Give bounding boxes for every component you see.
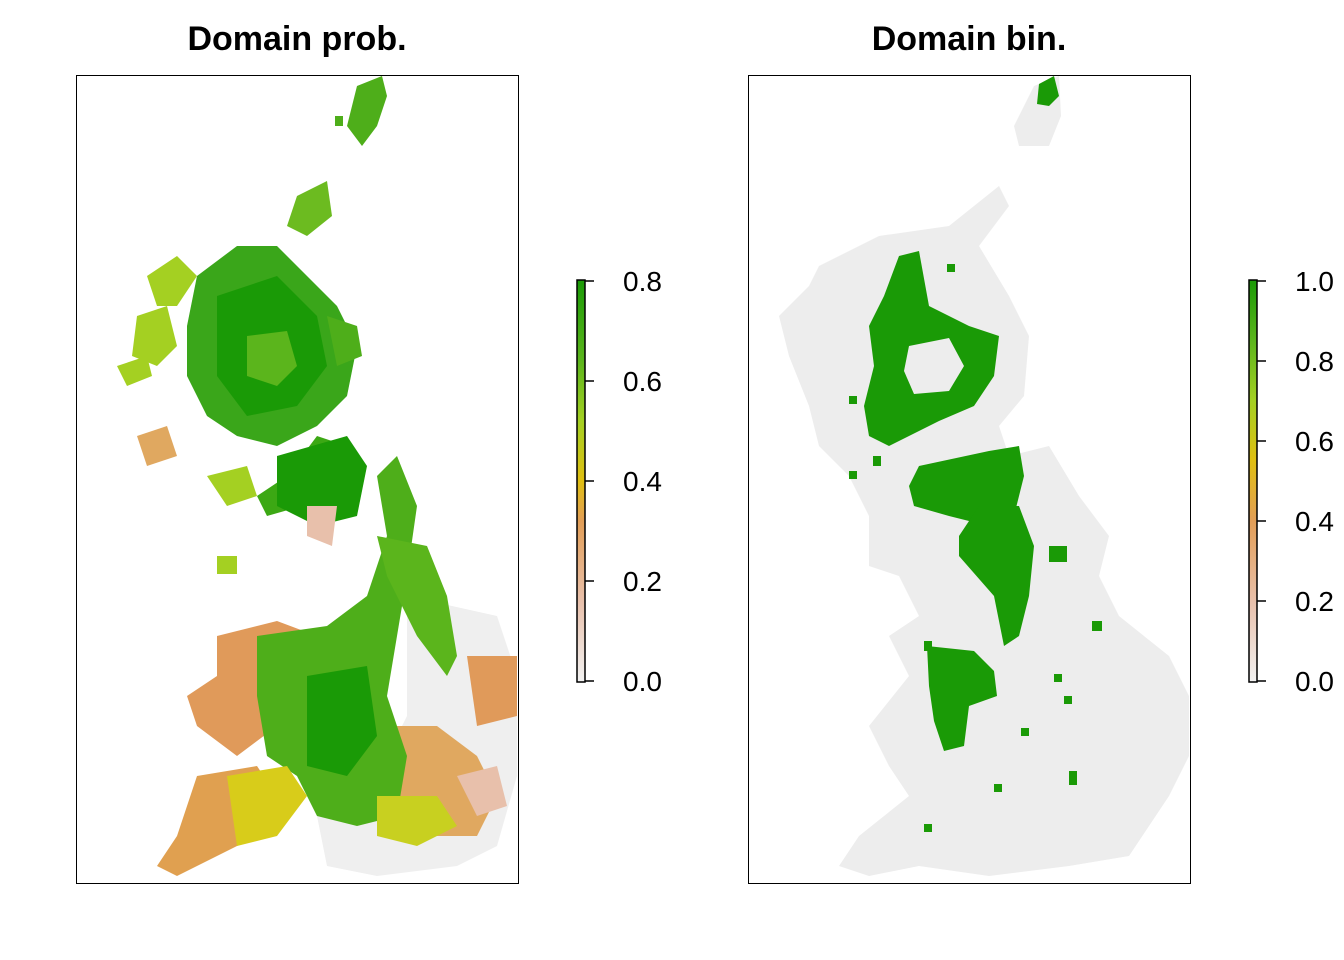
map-plot-area [76,75,519,884]
legend-tick-label: 0.6 [1295,426,1334,457]
legend-tick-label: 0.4 [1295,506,1334,537]
map-plot-area [748,75,1191,884]
legend-tick-label: 0.8 [1295,346,1334,377]
legend-tick-label: 0.2 [1295,586,1334,617]
colorbar-gradient [1248,279,1266,683]
probability-map [117,76,517,876]
colorbar-gradient [576,279,594,683]
legend-tick-label: 0.4 [623,466,662,497]
binary-map [779,76,1189,876]
legend-tick-label: 1.0 [1295,266,1334,297]
legend-tick-label: 0.0 [1295,666,1334,697]
panel-title: Domain bin. [871,20,1067,58]
legend-tick-label: 0.2 [623,566,662,597]
panel-title: Domain prob. [187,20,407,58]
legend-tick-label: 0.6 [623,366,662,397]
legend-colorbar [576,279,596,688]
legend-tick-label: 0.8 [623,266,662,297]
legend-colorbar [1248,279,1268,688]
legend-tick-label: 0.0 [623,666,662,697]
